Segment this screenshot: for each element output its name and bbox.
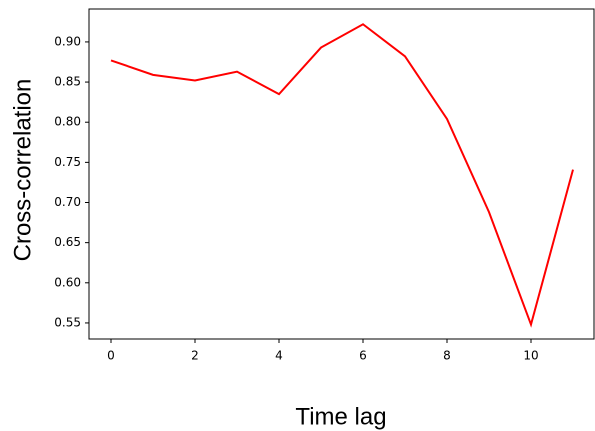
x-tick-label: 6 — [359, 349, 367, 363]
x-tick-label: 4 — [275, 349, 283, 363]
y-tick-label: 0.65 — [54, 235, 81, 249]
y-tick-label: 0.60 — [54, 275, 81, 289]
y-tick-label: 0.90 — [54, 34, 81, 48]
x-tick-label: 2 — [191, 349, 199, 363]
x-tick-label: 0 — [107, 349, 115, 363]
plot-frame — [88, 8, 595, 340]
y-tick-label: 0.70 — [54, 195, 81, 209]
y-tick-label: 0.80 — [54, 115, 81, 129]
y-axis-label: Cross-correlation — [9, 79, 36, 262]
x-tick-label: 8 — [443, 349, 451, 363]
data-line — [110, 23, 574, 328]
y-tick-label: 0.75 — [54, 155, 81, 169]
y-tick-label: 0.55 — [54, 315, 81, 329]
x-axis-label: Time lag — [295, 403, 386, 430]
y-tick-label: 0.85 — [54, 75, 81, 89]
x-tick-label: 10 — [523, 349, 538, 363]
